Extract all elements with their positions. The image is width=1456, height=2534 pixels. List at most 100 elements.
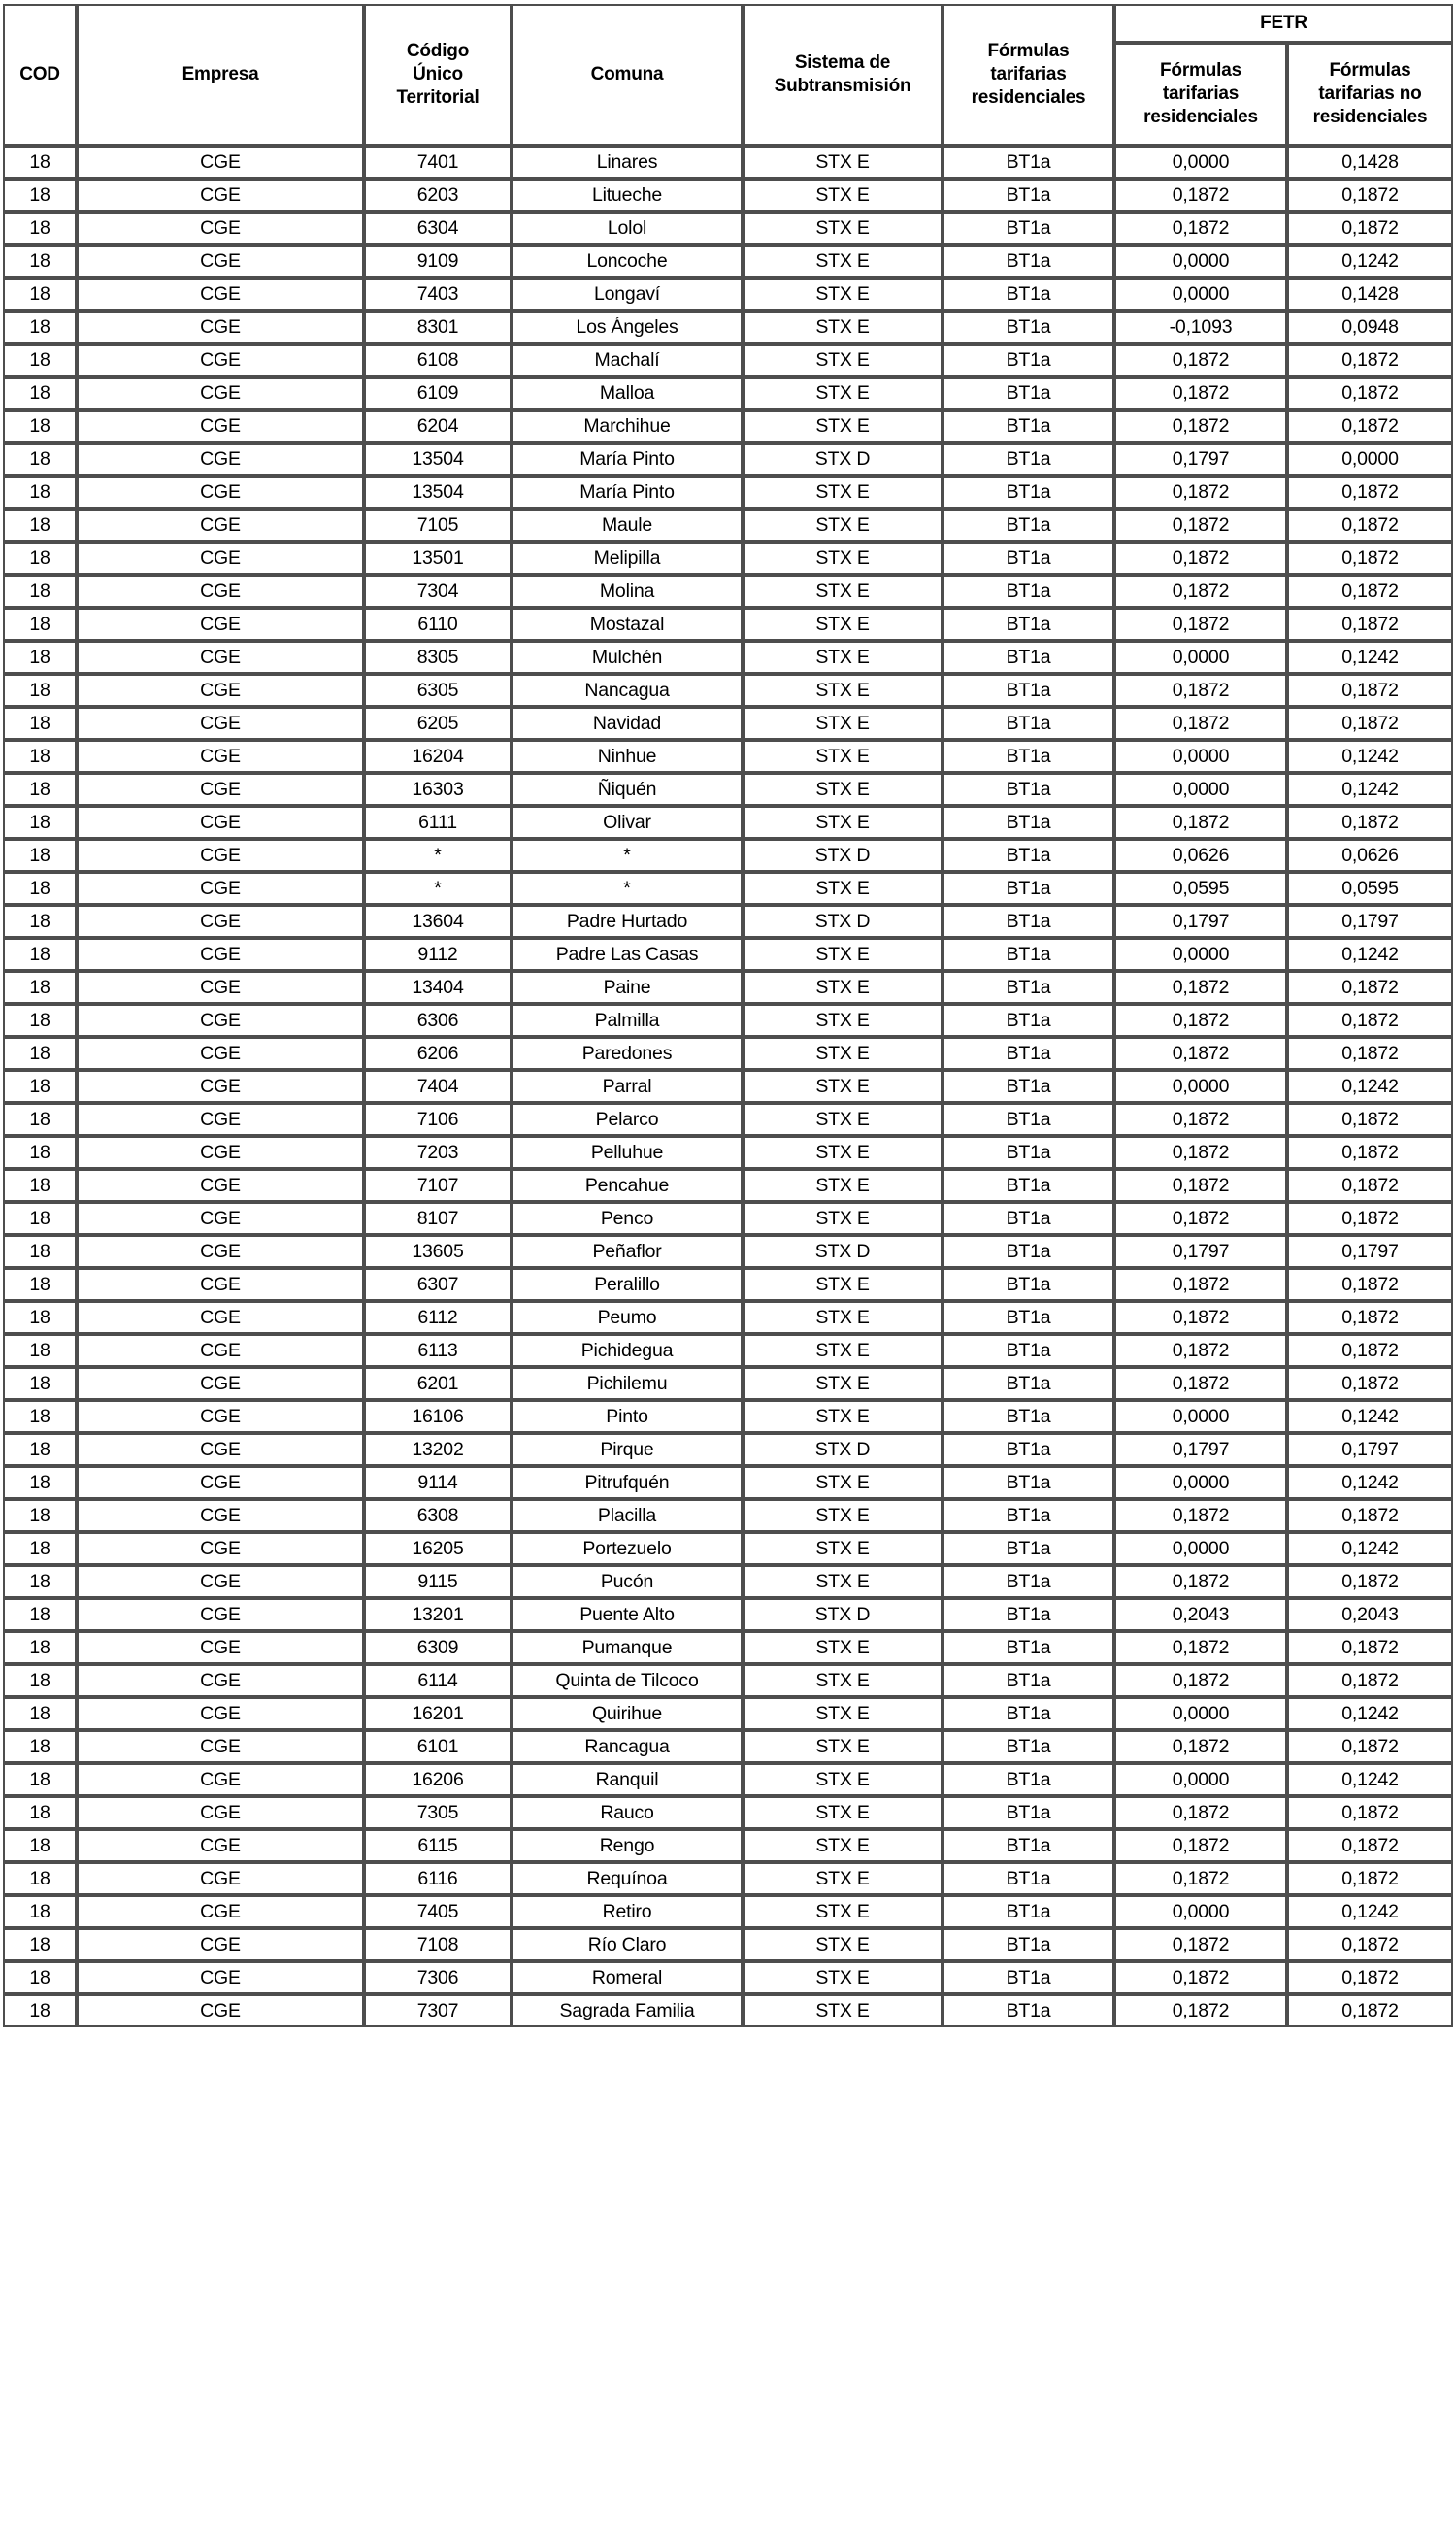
cell-cod: 18	[3, 1301, 77, 1334]
cell-sistema-subtransmision: STX E	[743, 1334, 943, 1367]
cell-codigo-unico-territorial: 6206	[364, 1037, 512, 1070]
cell-codigo-unico-territorial: 16205	[364, 1532, 512, 1565]
cell-fetr-no-residenciales: 0,1872	[1287, 1631, 1453, 1664]
cell-comuna: Pinto	[512, 1400, 743, 1433]
cell-cod: 18	[3, 1499, 77, 1532]
cell-fetr-residenciales: 0,1872	[1114, 1136, 1287, 1169]
cell-codigo-unico-territorial: 6308	[364, 1499, 512, 1532]
cell-comuna: Nancagua	[512, 674, 743, 707]
cell-empresa: CGE	[77, 1862, 364, 1895]
cell-empresa: CGE	[77, 641, 364, 674]
cell-formulas-tarifarias-residenciales: BT1a	[943, 476, 1114, 509]
cell-empresa: CGE	[77, 146, 364, 179]
cell-fetr-no-residenciales: 0,1872	[1287, 179, 1453, 212]
table-row: 18 CGE 13202 Pirque STX D BT1a 0,1797 0,1797	[3, 1433, 1453, 1466]
cell-empresa: CGE	[77, 1235, 364, 1268]
cell-formulas-tarifarias-residenciales: BT1a	[943, 575, 1114, 608]
cell-empresa: CGE	[77, 377, 364, 410]
cell-comuna: Romeral	[512, 1961, 743, 1994]
cell-codigo-unico-territorial: 16303	[364, 773, 512, 806]
cell-codigo-unico-territorial: 7106	[364, 1103, 512, 1136]
column-header-comuna: Comuna	[512, 4, 743, 146]
cell-fetr-no-residenciales: 0,1872	[1287, 1103, 1453, 1136]
cell-formulas-tarifarias-residenciales: BT1a	[943, 1070, 1114, 1103]
cell-fetr-residenciales: 0,0000	[1114, 1532, 1287, 1565]
cell-codigo-unico-territorial: 6307	[364, 1268, 512, 1301]
table-row: 18 CGE 6108 Machalí STX E BT1a 0,1872 0,1872	[3, 344, 1453, 377]
cell-comuna: Retiro	[512, 1895, 743, 1928]
cell-comuna: Ñiquén	[512, 773, 743, 806]
cell-formulas-tarifarias-residenciales: BT1a	[943, 806, 1114, 839]
cell-fetr-no-residenciales: 0,1872	[1287, 476, 1453, 509]
cell-comuna: Parral	[512, 1070, 743, 1103]
cell-fetr-no-residenciales: 0,1872	[1287, 1169, 1453, 1202]
cell-sistema-subtransmision: STX E	[743, 1862, 943, 1895]
table-header: COD Empresa Código Único Territorial Comun…	[3, 4, 1453, 146]
cell-formulas-tarifarias-residenciales: BT1a	[943, 245, 1114, 278]
cell-empresa: CGE	[77, 1829, 364, 1862]
cell-formulas-tarifarias-residenciales: BT1a	[943, 410, 1114, 443]
cell-cod: 18	[3, 344, 77, 377]
cell-empresa: CGE	[77, 1169, 364, 1202]
cell-comuna: Navidad	[512, 707, 743, 740]
column-header-codigo-unico-territorial: Código Único Territorial	[364, 4, 512, 146]
cell-cod: 18	[3, 1829, 77, 1862]
cell-fetr-residenciales: 0,0000	[1114, 773, 1287, 806]
cell-codigo-unico-territorial: 13202	[364, 1433, 512, 1466]
cell-formulas-tarifarias-residenciales: BT1a	[943, 1367, 1114, 1400]
cell-sistema-subtransmision: STX E	[743, 1202, 943, 1235]
cell-cod: 18	[3, 1961, 77, 1994]
cell-codigo-unico-territorial: *	[364, 872, 512, 905]
cell-fetr-residenciales: 0,1872	[1114, 1169, 1287, 1202]
cell-fetr-no-residenciales: 0,1797	[1287, 1433, 1453, 1466]
cell-codigo-unico-territorial: 13501	[364, 542, 512, 575]
cell-cod: 18	[3, 575, 77, 608]
table-row: 18 CGE 8305 Mulchén STX E BT1a 0,0000 0,1242	[3, 641, 1453, 674]
cell-sistema-subtransmision: STX E	[743, 806, 943, 839]
cell-formulas-tarifarias-residenciales: BT1a	[943, 212, 1114, 245]
cell-cod: 18	[3, 1070, 77, 1103]
cell-sistema-subtransmision: STX D	[743, 1433, 943, 1466]
cell-empresa: CGE	[77, 674, 364, 707]
cell-comuna: Penco	[512, 1202, 743, 1235]
cell-comuna: Malloa	[512, 377, 743, 410]
table-row: 18 CGE 7203 Pelluhue STX E BT1a 0,1872 0,1872	[3, 1136, 1453, 1169]
cell-cod: 18	[3, 1037, 77, 1070]
cell-comuna: Ninhue	[512, 740, 743, 773]
cell-formulas-tarifarias-residenciales: BT1a	[943, 542, 1114, 575]
cell-empresa: CGE	[77, 707, 364, 740]
table-row: 18 CGE 6115 Rengo STX E BT1a 0,1872 0,1872	[3, 1829, 1453, 1862]
cell-sistema-subtransmision: STX E	[743, 509, 943, 542]
cell-formulas-tarifarias-residenciales: BT1a	[943, 1895, 1114, 1928]
cell-fetr-residenciales: 0,1872	[1114, 1994, 1287, 2027]
table-row: 18 CGE 6304 Lolol STX E BT1a 0,1872 0,1872	[3, 212, 1453, 245]
cell-comuna: Olivar	[512, 806, 743, 839]
cell-formulas-tarifarias-residenciales: BT1a	[943, 872, 1114, 905]
cell-cod: 18	[3, 1235, 77, 1268]
cell-sistema-subtransmision: STX E	[743, 971, 943, 1004]
cell-formulas-tarifarias-residenciales: BT1a	[943, 1004, 1114, 1037]
cell-fetr-no-residenciales: 0,1872	[1287, 1862, 1453, 1895]
cell-fetr-no-residenciales: 0,1872	[1287, 344, 1453, 377]
cell-codigo-unico-territorial: 13504	[364, 476, 512, 509]
cell-fetr-residenciales: 0,0595	[1114, 872, 1287, 905]
cell-codigo-unico-territorial: 7203	[364, 1136, 512, 1169]
cell-codigo-unico-territorial: 8107	[364, 1202, 512, 1235]
cell-fetr-no-residenciales: 0,1242	[1287, 1070, 1453, 1103]
cell-cod: 18	[3, 443, 77, 476]
cell-empresa: CGE	[77, 806, 364, 839]
cell-cod: 18	[3, 146, 77, 179]
cell-codigo-unico-territorial: 7405	[364, 1895, 512, 1928]
cell-sistema-subtransmision: STX E	[743, 476, 943, 509]
cell-codigo-unico-territorial: 7404	[364, 1070, 512, 1103]
table-row: 18 CGE 13404 Paine STX E BT1a 0,1872 0,1872	[3, 971, 1453, 1004]
cell-comuna: Maule	[512, 509, 743, 542]
cell-codigo-unico-territorial: 7105	[364, 509, 512, 542]
cell-codigo-unico-territorial: 13504	[364, 443, 512, 476]
table-row: 18 CGE 6309 Pumanque STX E BT1a 0,1872 0,1872	[3, 1631, 1453, 1664]
column-header-formulas-tarifarias-residenciales: Fórmulas tarifarias residenciales	[943, 4, 1114, 146]
cell-codigo-unico-territorial: 7306	[364, 1961, 512, 1994]
cell-codigo-unico-territorial: 6309	[364, 1631, 512, 1664]
cell-formulas-tarifarias-residenciales: BT1a	[943, 1037, 1114, 1070]
cell-comuna: Quinta de Tilcoco	[512, 1664, 743, 1697]
